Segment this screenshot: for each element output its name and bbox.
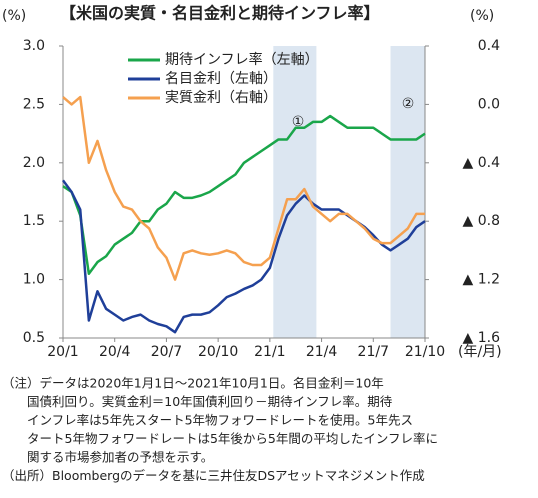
- legend-label: 名目金利（左軸）: [165, 71, 277, 87]
- x-axis-label: (年/月): [458, 344, 502, 360]
- y2-tick-label: ▲ 1.2: [463, 272, 500, 288]
- y2-axis-label: (%): [470, 8, 494, 24]
- note: 関する市場参加者の予想を示す。: [2, 450, 213, 465]
- x-tick-label: 21/7: [358, 344, 389, 360]
- region-label: ①: [292, 114, 305, 130]
- y2-tick-label: ▲ 0.8: [463, 213, 500, 229]
- legend-label: 実質金利（右軸）: [165, 90, 277, 106]
- y2-tick-label: 0.0: [478, 96, 500, 112]
- data-line: [62, 95, 425, 281]
- data-line: [61, 179, 426, 334]
- y2-tick-label: ▲ 0.4: [463, 155, 501, 171]
- y2-tick-label: 0.4: [478, 38, 500, 54]
- x-tick-label: 20/4: [99, 344, 131, 360]
- note: （注）データは2020年1月1日～2021年10月1日。名目金利＝10年: [2, 376, 384, 391]
- y-tick-label: 0.5: [23, 330, 45, 346]
- y2-tick-label: ▲ 1.6: [463, 330, 501, 346]
- y-tick-label: 2.0: [23, 155, 45, 171]
- note: インフレ率は5年先スタート5年物フォワードレートを使用。5年先ス: [2, 413, 413, 428]
- note: （出所）Bloombergのデータを基に三井住友DSアセットマネジメント作成: [2, 468, 425, 483]
- y-axis-label: (%): [2, 8, 26, 24]
- shaded-region: [390, 46, 425, 338]
- x-tick-label: 20/10: [198, 344, 238, 360]
- note: 国債利回り。実質金利＝10年国債利回り－期待インフレ率。期待: [2, 394, 393, 409]
- x-tick-label: 20/7: [151, 344, 182, 360]
- shaded-region: [273, 46, 317, 338]
- y-tick-label: 2.5: [23, 96, 45, 112]
- x-tick-label: 21/10: [405, 344, 445, 360]
- x-tick-label: 21/1: [254, 344, 285, 360]
- y-tick-label: 3.0: [23, 38, 45, 54]
- chart-title: 【米国の実質・名目金利と期待インフレ率】: [60, 4, 380, 23]
- note: タート5年物フォワードレートは5年後から5年間の平均したインフレ率に: [2, 431, 438, 446]
- y-tick-label: 1.0: [23, 272, 45, 288]
- legend-label: 期待インフレ率（左軸）: [165, 51, 319, 68]
- data-line: [62, 114, 426, 276]
- region-label: ②: [402, 96, 415, 112]
- x-tick-label: 21/4: [306, 344, 338, 360]
- y-tick-label: 1.5: [23, 213, 45, 229]
- x-tick-label: 20/1: [47, 344, 78, 360]
